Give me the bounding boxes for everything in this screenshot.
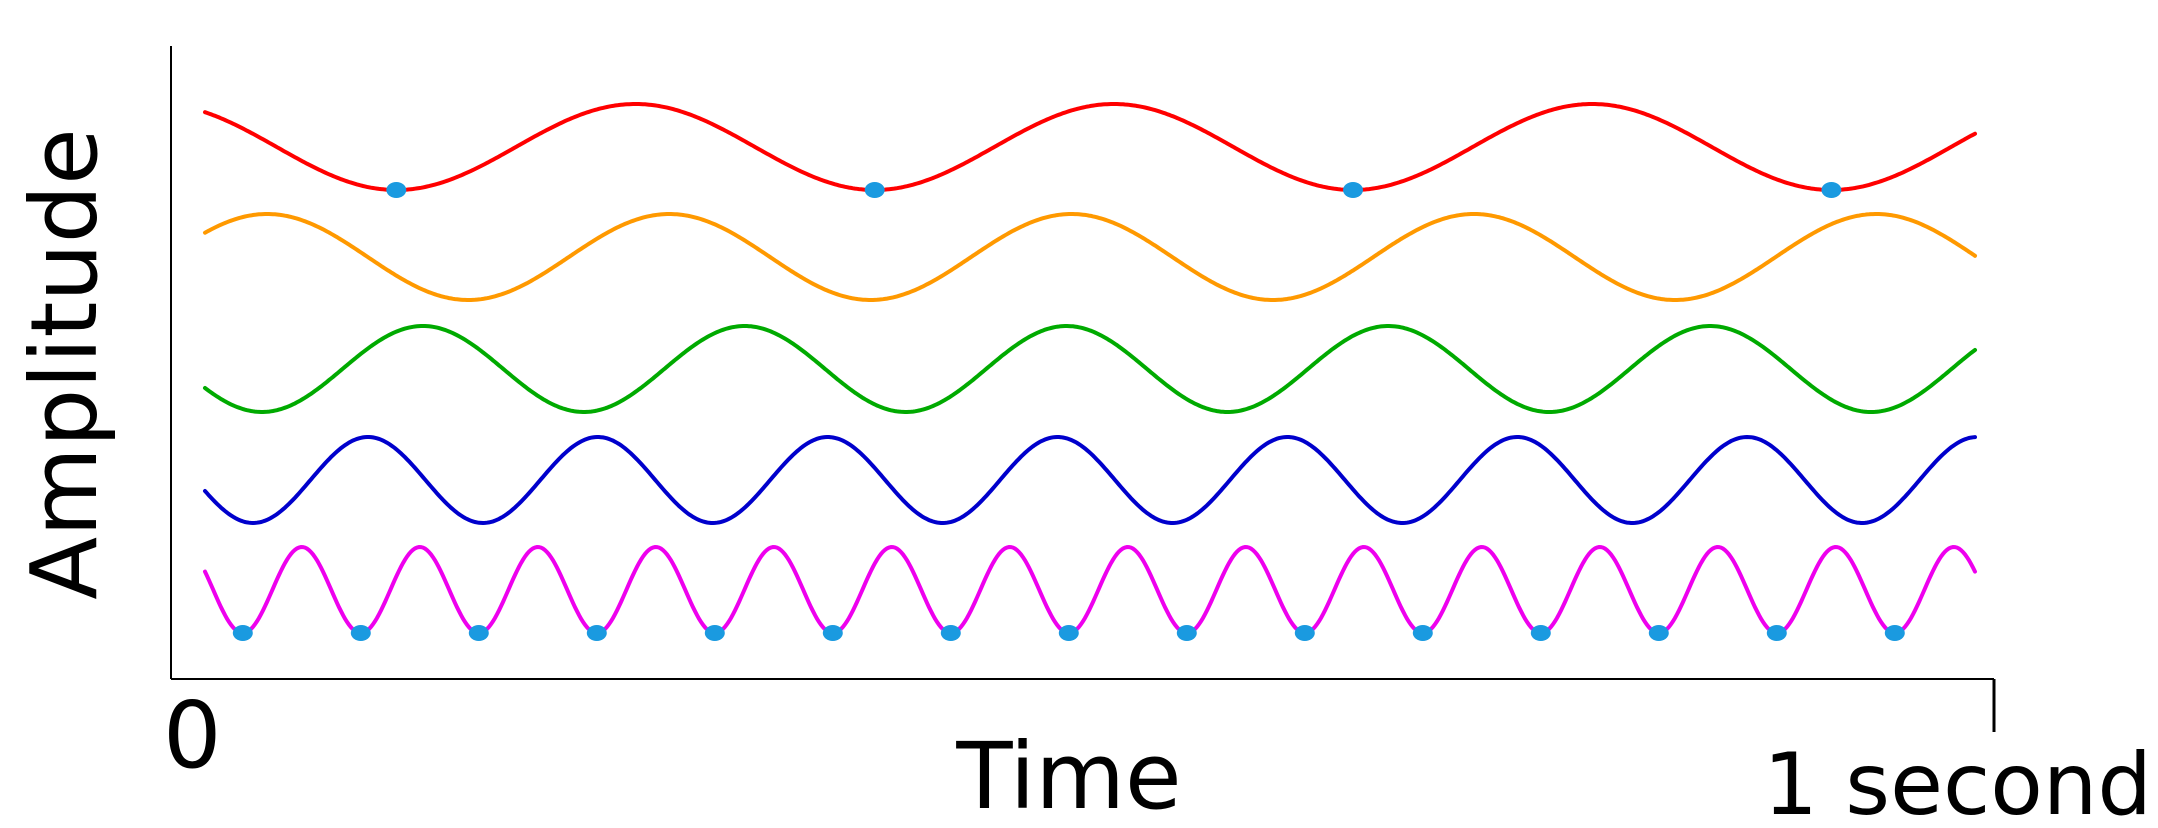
sample-point-5-7 xyxy=(940,625,961,641)
sample-point-5-15 xyxy=(1884,625,1905,641)
sample-point-5-13 xyxy=(1648,625,1669,641)
waves-group xyxy=(203,102,1977,636)
markers-group xyxy=(232,182,1905,641)
wave-series-5 xyxy=(203,544,1977,636)
y-axis-label: Amplitude xyxy=(11,128,118,599)
sample-point-5-4 xyxy=(586,625,607,641)
sample-point-5-14 xyxy=(1766,625,1787,641)
sample-point-5-6 xyxy=(822,625,843,641)
sample-point-1-3 xyxy=(1343,182,1363,198)
sample-point-5-12 xyxy=(1530,625,1551,641)
sample-point-5-5 xyxy=(704,625,725,641)
sample-point-5-3 xyxy=(468,625,489,641)
wave-series-3 xyxy=(203,324,1977,414)
x-tick-label-end: 1 second xyxy=(1763,735,2152,828)
sample-point-1-1 xyxy=(386,182,407,198)
sample-point-5-11 xyxy=(1412,625,1433,641)
sample-point-1-2 xyxy=(864,182,885,198)
wave-series-1 xyxy=(203,102,1977,192)
x-axis-label: Time xyxy=(955,723,1181,828)
x-tick-label-start: 0 xyxy=(163,682,222,789)
sample-point-5-9 xyxy=(1176,625,1197,641)
sample-point-5-8 xyxy=(1058,625,1079,641)
sample-point-5-2 xyxy=(350,625,371,641)
wave-series-4 xyxy=(203,434,1977,526)
wave-series-2 xyxy=(203,212,1977,302)
sample-point-1-4 xyxy=(1821,182,1842,198)
sample-point-5-10 xyxy=(1294,625,1315,641)
sample-point-5-1 xyxy=(232,625,253,641)
